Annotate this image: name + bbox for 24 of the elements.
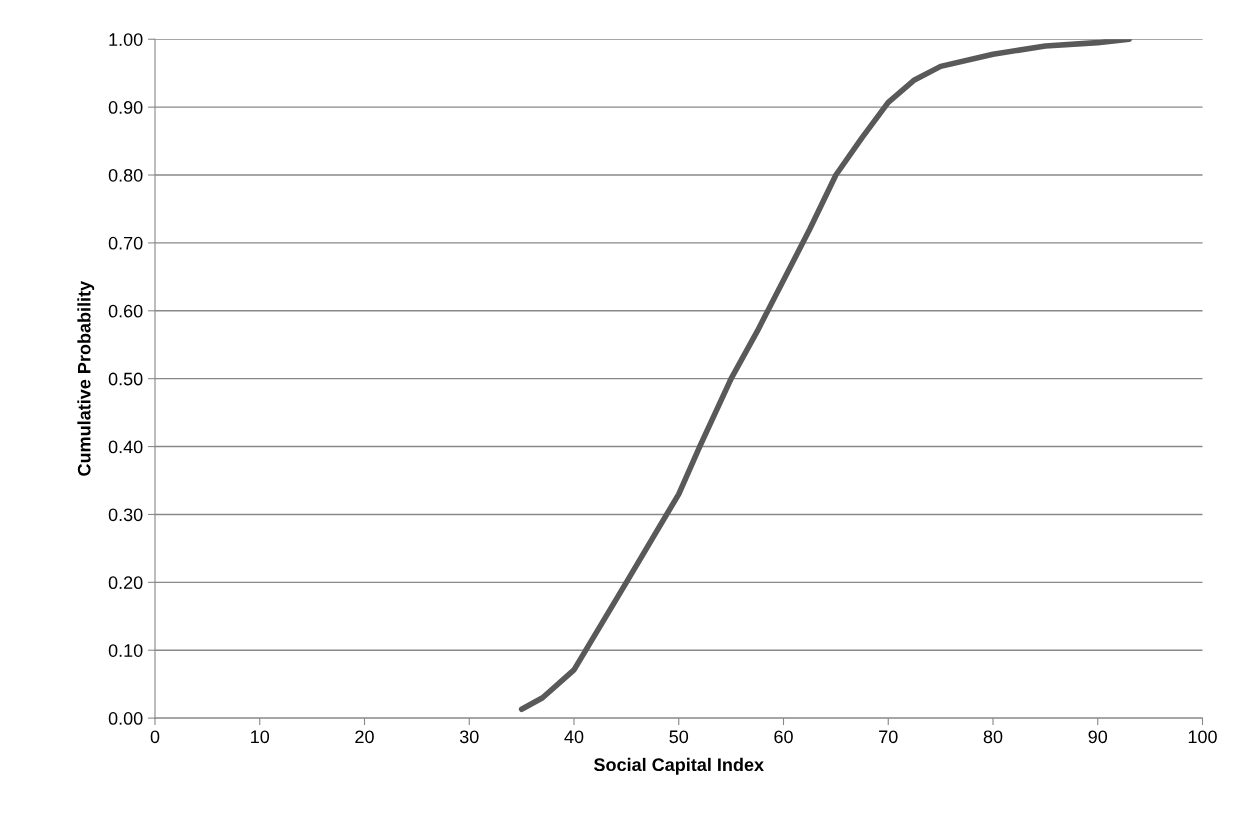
y-tick-label: 0.00 bbox=[108, 712, 143, 725]
x-tick-label: 100 bbox=[1188, 730, 1217, 744]
x-tick-label: 40 bbox=[564, 730, 584, 744]
y-tick-label: 0.10 bbox=[108, 644, 143, 657]
x-tick-label: 90 bbox=[1088, 730, 1108, 744]
y-tick-label: 0.40 bbox=[108, 440, 143, 454]
x-tick-label: 50 bbox=[669, 730, 689, 744]
x-axis-title: Social Capital Index bbox=[593, 757, 764, 775]
y-tick-label: 0.80 bbox=[108, 168, 143, 182]
y-tick-label: 1.00 bbox=[109, 33, 143, 46]
y-tick-label: 0.90 bbox=[108, 101, 143, 114]
x-tick-label: 10 bbox=[251, 730, 270, 744]
x-tick-label: 0 bbox=[150, 730, 160, 744]
x-tick-label: 70 bbox=[879, 730, 898, 744]
y-tick-label: 0.60 bbox=[108, 304, 143, 318]
y-axis-title: Cumulative Probability bbox=[77, 280, 95, 476]
x-tick-label: 20 bbox=[355, 730, 374, 744]
x-tick-label: 30 bbox=[459, 730, 479, 744]
y-tick-label: 0.20 bbox=[108, 576, 143, 590]
y-tick-label: 0.70 bbox=[108, 236, 143, 250]
y-tick-label: 0.50 bbox=[108, 372, 143, 386]
x-tick-label: 80 bbox=[983, 730, 1003, 744]
x-tick-label: 60 bbox=[774, 730, 793, 744]
y-tick-label: 0.30 bbox=[108, 508, 143, 522]
